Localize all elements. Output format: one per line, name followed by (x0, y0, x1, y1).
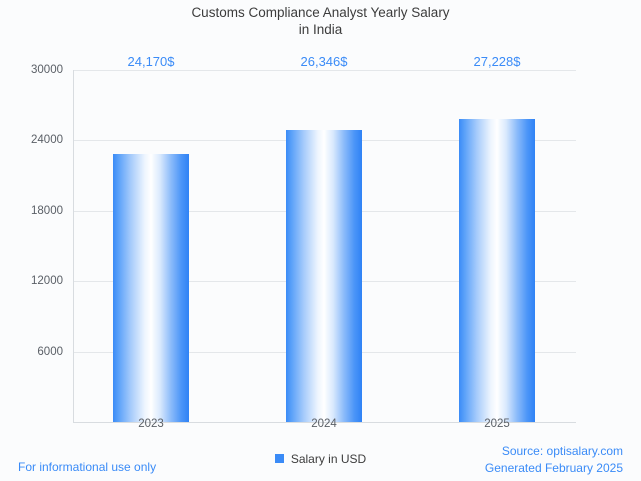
legend-swatch-icon (274, 454, 284, 463)
chart-legend[interactable]: Salary in USD (0, 452, 641, 466)
plot-area (73, 70, 576, 423)
value-label-2025: 27,228$ (473, 54, 521, 69)
chart-title: Customs Compliance Analyst Yearly Salary… (0, 4, 641, 38)
bar-2024[interactable] (286, 130, 362, 422)
x-tick-2023: 2023 (138, 418, 164, 430)
gridline-30000 (73, 70, 576, 71)
y-tick-6000: 6000 (37, 346, 63, 358)
generated-text: Generated February 2025 (484, 461, 623, 475)
disclaimer-text: For informational use only (18, 460, 157, 474)
source-text: Source: optisalary.com (501, 444, 623, 458)
x-axis-line (73, 422, 576, 423)
bar-2025[interactable] (459, 119, 535, 422)
y-axis-line (73, 70, 74, 422)
x-tick-2024: 2024 (311, 418, 337, 430)
chart-title-line1: Customs Compliance Analyst Yearly Salary (191, 5, 450, 20)
y-tick-30000: 30000 (31, 64, 63, 76)
chart-title-line2: in India (298, 22, 343, 37)
y-tick-12000: 12000 (31, 275, 63, 287)
x-tick-2025: 2025 (484, 418, 510, 430)
y-tick-18000: 18000 (31, 205, 63, 217)
legend-label: Salary in USD (290, 452, 367, 466)
source-block: Source: optisalary.com Generated Februar… (485, 443, 623, 477)
y-tick-24000: 24000 (31, 134, 63, 146)
value-label-2023: 24,170$ (127, 54, 175, 69)
value-label-2024: 26,346$ (300, 54, 348, 69)
bar-2023[interactable] (113, 154, 189, 422)
